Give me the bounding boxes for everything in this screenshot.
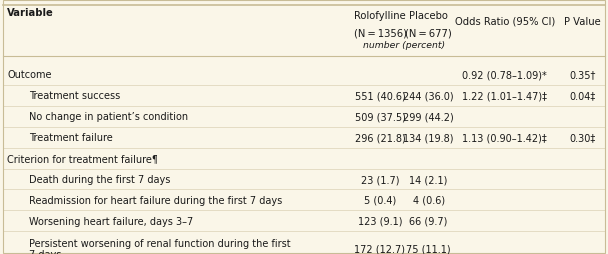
Text: 0.04‡: 0.04‡ [569, 91, 596, 101]
Text: 66 (9.7): 66 (9.7) [409, 216, 448, 226]
Text: Variable: Variable [7, 8, 54, 18]
Text: Treatment success: Treatment success [29, 91, 120, 101]
Text: Treatment failure: Treatment failure [29, 133, 112, 143]
Text: 172 (12.7): 172 (12.7) [354, 244, 406, 253]
Text: 23 (1.7): 23 (1.7) [361, 174, 399, 184]
Text: Placebo: Placebo [409, 11, 448, 21]
Text: 0.35†: 0.35† [569, 70, 596, 80]
Text: Worsening heart failure, days 3–7: Worsening heart failure, days 3–7 [29, 216, 193, 226]
Text: P Value: P Value [564, 17, 601, 27]
Text: Persistent worsening of renal function during the first
7 days: Persistent worsening of renal function d… [29, 238, 290, 254]
FancyBboxPatch shape [3, 1, 605, 253]
Text: number (percent): number (percent) [363, 41, 446, 50]
Text: 0.92 (0.78–1.09)*: 0.92 (0.78–1.09)* [462, 70, 547, 80]
Text: 296 (21.8): 296 (21.8) [354, 133, 406, 143]
Text: 1.22 (1.01–1.47)‡: 1.22 (1.01–1.47)‡ [462, 91, 547, 101]
Text: 0.30‡: 0.30‡ [569, 133, 596, 143]
Text: No change in patient’s condition: No change in patient’s condition [29, 112, 188, 122]
Text: Odds Ratio (95% CI): Odds Ratio (95% CI) [455, 17, 554, 27]
Text: 75 (11.1): 75 (11.1) [406, 244, 451, 253]
Text: (N = 1356): (N = 1356) [353, 28, 407, 38]
Text: (N = 677): (N = 677) [406, 28, 452, 38]
Text: Death during the first 7 days: Death during the first 7 days [29, 174, 170, 184]
Text: 551 (40.6): 551 (40.6) [354, 91, 406, 101]
Text: 123 (9.1): 123 (9.1) [358, 216, 402, 226]
Text: Rolofylline: Rolofylline [354, 11, 406, 21]
Text: 509 (37.5): 509 (37.5) [354, 112, 406, 122]
Text: Criterion for treatment failure¶: Criterion for treatment failure¶ [7, 153, 158, 164]
Text: 299 (44.2): 299 (44.2) [403, 112, 454, 122]
Text: 1.13 (0.90–1.42)‡: 1.13 (0.90–1.42)‡ [462, 133, 547, 143]
Text: 4 (0.6): 4 (0.6) [413, 195, 444, 205]
Text: 134 (19.8): 134 (19.8) [403, 133, 454, 143]
Text: Outcome: Outcome [7, 70, 52, 80]
Text: 5 (0.4): 5 (0.4) [364, 195, 396, 205]
Text: 244 (36.0): 244 (36.0) [403, 91, 454, 101]
Text: Readmission for heart failure during the first 7 days: Readmission for heart failure during the… [29, 195, 282, 205]
Text: 14 (2.1): 14 (2.1) [409, 174, 448, 184]
